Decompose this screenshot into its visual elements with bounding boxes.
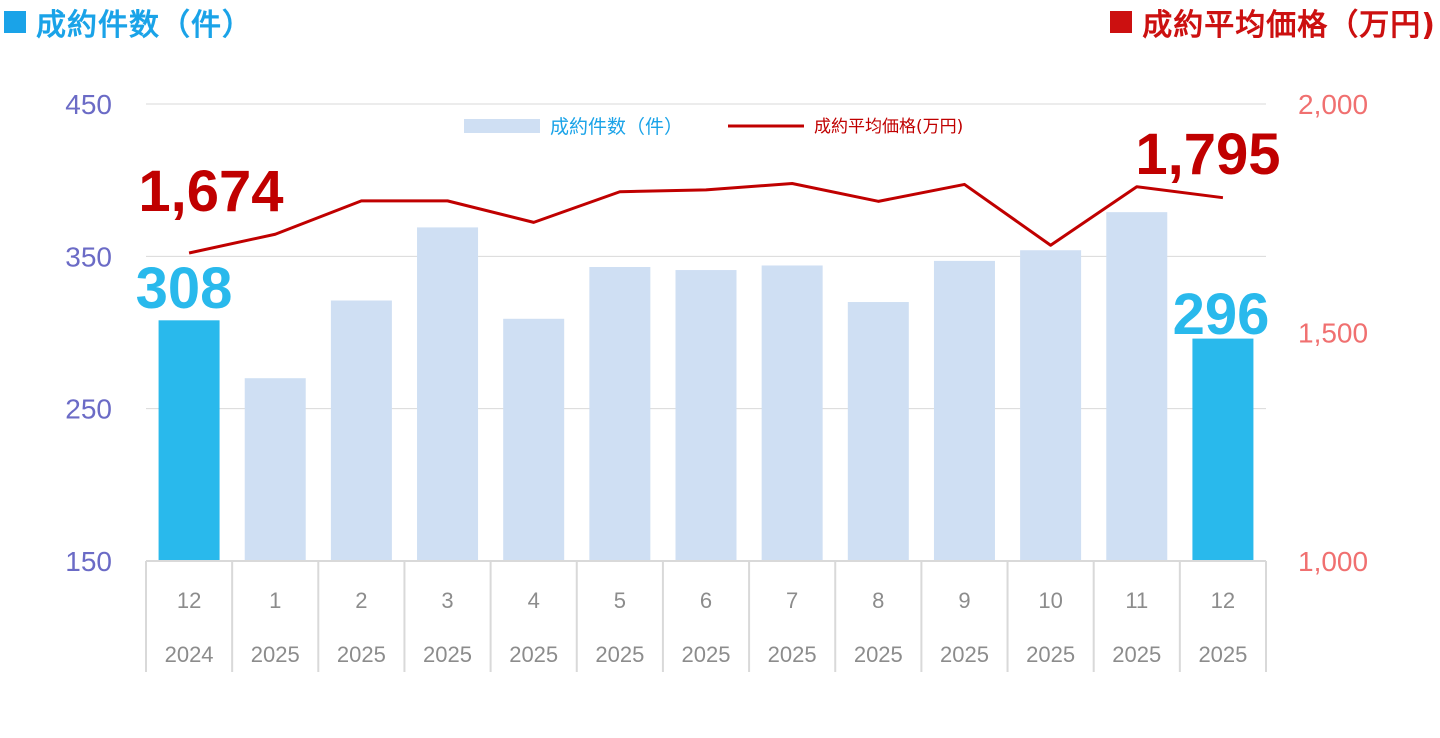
right-axis-tick: 1,000 xyxy=(1298,546,1368,577)
legend-line-label: 成約平均価格(万円) xyxy=(814,117,963,137)
x-tick-month: 8 xyxy=(872,588,884,613)
line-first-value-label: 1,674 xyxy=(138,159,283,224)
bar xyxy=(1020,250,1082,562)
x-tick-month: 11 xyxy=(1125,588,1148,613)
x-tick-year: 2025 xyxy=(682,642,731,667)
bar xyxy=(158,320,220,561)
line-last-value-label: 1,795 xyxy=(1135,122,1280,187)
bar-last-value-label: 296 xyxy=(1173,282,1270,347)
x-tick-year: 2025 xyxy=(337,642,386,667)
x-tick-year: 2025 xyxy=(595,642,644,667)
x-tick-month: 9 xyxy=(958,588,970,613)
bar xyxy=(589,266,651,561)
right-axis-title-text: 成約平均価格（万円) xyxy=(1142,8,1436,43)
right-axis-tick: 2,000 xyxy=(1298,89,1368,120)
x-tick-month: 12 xyxy=(177,588,201,613)
x-tick-year: 2025 xyxy=(768,642,817,667)
x-tick-month: 2 xyxy=(355,588,367,613)
left-axis-tick: 250 xyxy=(65,394,112,425)
red-square-icon xyxy=(1110,11,1133,33)
x-tick-month: 4 xyxy=(528,588,540,613)
x-tick-year: 2025 xyxy=(1198,642,1247,667)
bar xyxy=(244,378,306,561)
bar xyxy=(1192,338,1254,561)
left-axis-title-text: 成約件数（件） xyxy=(36,8,253,43)
x-tick-year: 2025 xyxy=(940,642,989,667)
blue-square-icon xyxy=(4,11,26,33)
x-tick-year: 2024 xyxy=(165,642,214,667)
left-axis-tick: 350 xyxy=(65,241,112,272)
bar xyxy=(503,318,565,561)
bar xyxy=(417,227,479,561)
x-tick-month: 5 xyxy=(614,588,626,613)
bar xyxy=(847,302,909,561)
bar xyxy=(933,260,995,561)
x-tick-year: 2025 xyxy=(509,642,558,667)
x-tick-month: 10 xyxy=(1038,588,1062,613)
bar xyxy=(330,300,392,561)
x-tick-year: 2025 xyxy=(854,642,903,667)
legend-bar-label: 成約件数（件） xyxy=(550,116,683,138)
right-axis-title: 成約平均価格（万円) xyxy=(1110,0,1436,44)
x-tick-month: 1 xyxy=(269,588,281,613)
x-tick-month: 12 xyxy=(1211,588,1235,613)
x-tick-year: 2025 xyxy=(423,642,472,667)
x-tick-month: 3 xyxy=(441,588,453,613)
x-tick-year: 2025 xyxy=(1026,642,1075,667)
x-tick-year: 2025 xyxy=(1112,642,1161,667)
x-tick-month: 6 xyxy=(700,588,712,613)
bar xyxy=(761,265,823,561)
x-tick-year: 2025 xyxy=(251,642,300,667)
bar xyxy=(675,270,737,561)
legend-bar-swatch xyxy=(464,119,540,133)
left-axis-tick: 150 xyxy=(65,546,112,577)
price-line xyxy=(188,182,1224,255)
bar-first-value-label: 308 xyxy=(136,256,233,321)
right-axis-tick: 1,500 xyxy=(1298,318,1368,349)
bar xyxy=(1106,212,1168,561)
x-tick-month: 7 xyxy=(786,588,798,613)
left-axis-tick: 450 xyxy=(65,89,112,120)
left-axis-title: 成約件数（件） xyxy=(4,0,253,44)
